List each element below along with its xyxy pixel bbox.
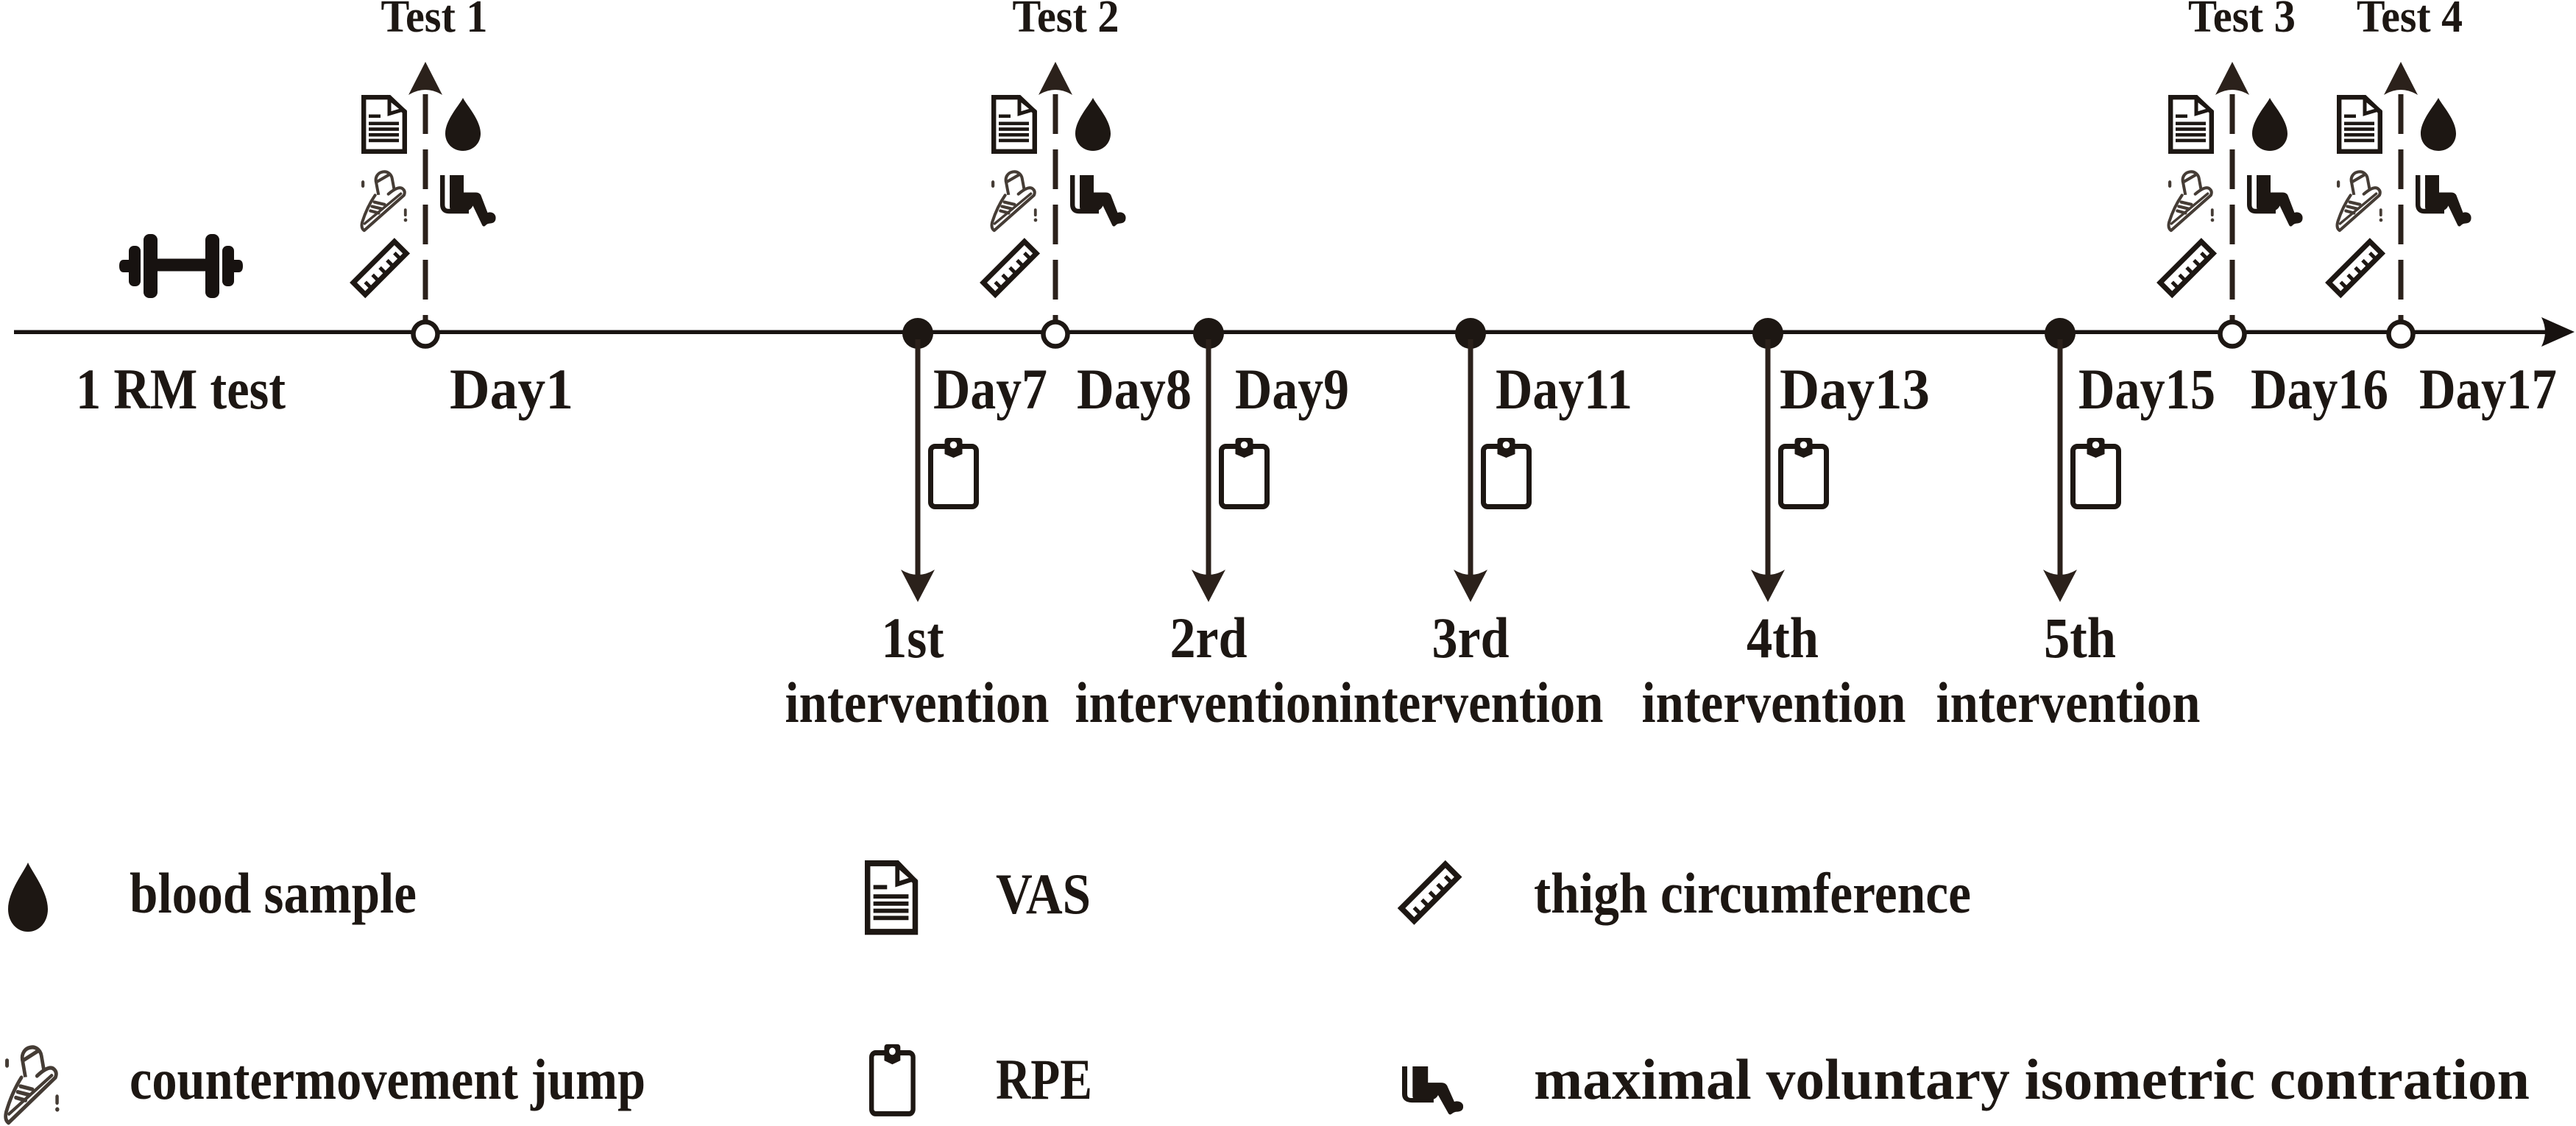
svg-text:thigh circumference: thigh circumference [1534,861,1971,925]
svg-text:5th: 5th [2044,606,2116,670]
svg-text:Test 4: Test 4 [2357,0,2463,42]
svg-text:VAS: VAS [996,862,1091,926]
svg-text:Day15: Day15 [2078,357,2215,421]
svg-text:intervention: intervention [1642,670,1906,734]
svg-text:intervention: intervention [1075,670,1340,734]
svg-text:intervention: intervention [785,670,1050,734]
svg-text:Day13: Day13 [1780,357,1930,421]
svg-text:intervention: intervention [1936,670,2201,734]
svg-text:Day1: Day1 [450,357,573,421]
svg-text:intervention: intervention [1340,670,1604,734]
svg-text:Test 2: Test 2 [1013,0,1119,42]
svg-text:Test 3: Test 3 [2188,0,2296,42]
svg-text:Test 1: Test 1 [381,0,488,42]
svg-text:countermovement jump: countermovement jump [130,1047,645,1111]
svg-text:Day17: Day17 [2419,357,2557,421]
svg-text:Day11: Day11 [1496,357,1632,421]
svg-text:3rd: 3rd [1432,606,1510,670]
svg-text:Day8: Day8 [1077,357,1192,421]
svg-text:Day7: Day7 [933,357,1047,421]
svg-text:1 RM test: 1 RM test [76,357,286,421]
svg-text:Day16: Day16 [2251,357,2388,421]
svg-text:maximal voluntary isometric co: maximal voluntary isometric contration [1534,1047,2530,1111]
svg-text:2rd: 2rd [1170,606,1248,670]
svg-text:1st: 1st [882,606,944,670]
svg-text:Day9: Day9 [1235,357,1349,421]
svg-text:RPE: RPE [996,1047,1092,1111]
svg-text:4th: 4th [1747,606,1819,670]
svg-text:blood sample: blood sample [130,861,417,925]
